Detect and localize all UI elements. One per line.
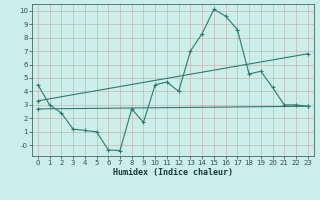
X-axis label: Humidex (Indice chaleur): Humidex (Indice chaleur) [113,168,233,177]
